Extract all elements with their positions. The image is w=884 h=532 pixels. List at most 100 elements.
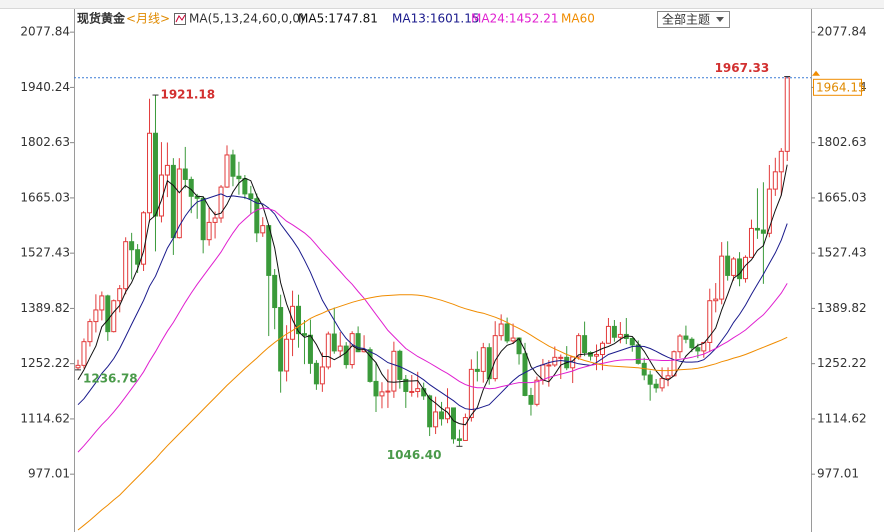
candle-body — [93, 309, 99, 323]
y-tick-label: 1389.82 — [20, 301, 70, 315]
theme-button[interactable]: 全部主题 — [657, 11, 730, 28]
candle-body — [99, 295, 105, 311]
legend-entry: MA60 — [561, 12, 595, 26]
candle-body — [629, 337, 635, 346]
candle-body — [224, 154, 230, 188]
y-tick-label: 1665.03 — [20, 190, 70, 204]
indicator-label: MA(5,13,24,60,0,0) — [189, 12, 305, 26]
current-price-arrow — [812, 70, 820, 76]
candle-body — [319, 366, 325, 385]
candle-body — [284, 338, 290, 372]
candle-body — [403, 378, 409, 392]
candle-body — [230, 154, 236, 177]
candle-body — [474, 368, 480, 372]
candle-body — [713, 298, 719, 302]
candle-body — [75, 364, 81, 369]
extreme-label: 1967.33 — [715, 61, 770, 75]
candle-body — [296, 305, 302, 335]
candle-body — [355, 333, 361, 353]
candle-body — [117, 288, 123, 302]
candle-body — [462, 417, 468, 441]
candle-body — [248, 193, 254, 200]
candle-body — [510, 337, 516, 342]
candle-body — [737, 258, 743, 280]
candle-body — [206, 221, 212, 241]
candle-body — [683, 335, 689, 340]
candle-body — [129, 241, 135, 251]
candle-body — [498, 323, 504, 337]
toolbar-strip — [0, 0, 884, 8]
candle-body — [677, 335, 683, 353]
candle-body — [582, 335, 588, 354]
candle-body — [504, 323, 510, 342]
candle-body — [576, 335, 582, 358]
candle-body — [522, 353, 528, 396]
candle-body — [349, 333, 355, 366]
candle-body — [766, 188, 772, 234]
legend-entry: MA24:1452.21 — [471, 12, 559, 26]
candle-body — [707, 300, 713, 343]
candle-body — [468, 368, 474, 419]
y2-tick-label: 1114.62 — [817, 411, 867, 425]
y-tick-label: 2077.84 — [20, 25, 70, 39]
candle-body — [445, 407, 451, 420]
ma-line — [77, 164, 788, 426]
theme-button-box[interactable] — [657, 11, 730, 28]
candle-body — [313, 362, 319, 385]
indicator-icon — [174, 13, 186, 25]
candle-body — [653, 383, 659, 389]
candle-body — [433, 411, 439, 428]
candle-body — [671, 351, 677, 377]
candle-body — [754, 227, 760, 231]
candle-body — [325, 333, 331, 368]
candle-body — [486, 347, 492, 380]
y2-tick-label: 2077.84 — [817, 25, 867, 39]
dropdown-arrow — [716, 17, 724, 22]
candle-body — [158, 174, 164, 217]
candle-body — [659, 378, 665, 389]
candle-body — [301, 333, 307, 336]
candle-body — [635, 344, 641, 364]
candle-body — [450, 407, 456, 440]
y-tick-label: 1527.43 — [20, 246, 70, 260]
candle-body — [182, 168, 188, 180]
candle-body — [331, 333, 337, 352]
candle-body — [605, 325, 611, 344]
candle-body — [534, 379, 540, 405]
current-price-label: 1964.15 — [816, 80, 866, 94]
candle-body — [647, 374, 653, 385]
candle-body — [266, 225, 272, 276]
y2-tick-label: 1802.63 — [817, 135, 867, 149]
candles — [75, 76, 790, 447]
indicator-icon-glyph — [175, 14, 186, 23]
candle-body — [397, 350, 403, 380]
ma-line — [77, 294, 788, 531]
theme-button-label[interactable]: 全部主题 — [662, 12, 710, 27]
candle-body — [307, 334, 313, 364]
candle-body — [701, 341, 707, 352]
candle-body — [147, 132, 153, 214]
candle-body — [218, 186, 224, 219]
y2-tick-label: 977.01 — [817, 467, 859, 481]
candle-body — [272, 274, 278, 309]
y-tick-label: 1940.24 — [20, 80, 70, 94]
period-label: <月线> — [126, 12, 170, 26]
candle-body — [409, 390, 415, 393]
candle-body — [391, 350, 397, 392]
candle-body — [367, 349, 373, 382]
candle-body — [373, 380, 379, 397]
candle-body — [689, 338, 695, 349]
candle-body — [337, 345, 343, 352]
candle-body — [385, 390, 391, 393]
extreme-label: 1046.40 — [387, 448, 442, 462]
candle-body — [528, 394, 534, 405]
candle-body — [111, 300, 117, 333]
candle-body — [594, 354, 600, 357]
candle-body — [719, 255, 725, 300]
candle-body — [480, 347, 486, 372]
legend-entry: MA13:1601.15 — [392, 12, 480, 26]
candle-body — [81, 341, 87, 366]
candle-body — [456, 438, 462, 441]
candle-body — [778, 150, 784, 173]
